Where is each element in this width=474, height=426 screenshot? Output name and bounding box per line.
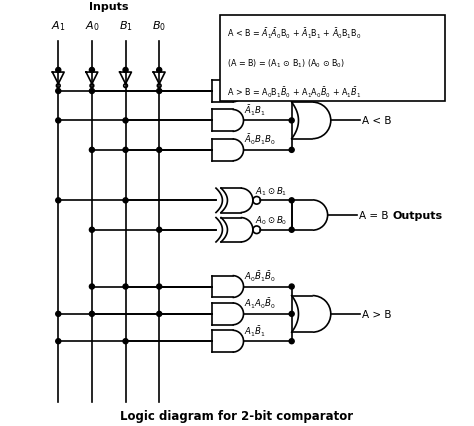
Circle shape [123, 199, 128, 203]
Circle shape [123, 68, 128, 73]
Text: $\bar{A}_1B_1$: $\bar{A}_1B_1$ [245, 104, 266, 118]
Text: $A_1A_0\bar{B}_0$: $A_1A_0\bar{B}_0$ [245, 296, 276, 311]
Circle shape [56, 199, 61, 203]
Circle shape [90, 227, 94, 233]
Text: $A_0$: $A_0$ [85, 19, 99, 33]
Circle shape [90, 148, 94, 153]
Circle shape [289, 339, 294, 344]
Text: Inputs: Inputs [89, 2, 128, 12]
Circle shape [56, 311, 61, 317]
Text: $A_0\bar{B}_1\bar{B}_0$: $A_0\bar{B}_1\bar{B}_0$ [245, 269, 276, 283]
Circle shape [56, 68, 61, 73]
Circle shape [289, 89, 294, 94]
Circle shape [157, 148, 162, 153]
Circle shape [90, 68, 94, 73]
Text: $A_1 \odot B_1$: $A_1 \odot B_1$ [255, 185, 288, 198]
Circle shape [157, 311, 162, 317]
Text: $B_1$: $B_1$ [118, 19, 133, 33]
Text: $\bar{A}_1\bar{A}_0B_0$: $\bar{A}_1\bar{A}_0B_0$ [245, 74, 276, 89]
Circle shape [90, 284, 94, 289]
Circle shape [56, 89, 61, 94]
Circle shape [123, 284, 128, 289]
Circle shape [90, 89, 94, 94]
Text: Outputs: Outputs [393, 210, 443, 221]
Text: A > B: A > B [362, 309, 392, 319]
Text: $A_1$: $A_1$ [51, 19, 65, 33]
Text: Logic diagram for 2-bit comparator: Logic diagram for 2-bit comparator [120, 409, 354, 422]
Circle shape [157, 68, 162, 73]
Text: A > B = A$_0$B$_1$$\bar{B}_0$ + A$_1$A$_0$$\bar{B}_0$ + A$_1$$\bar{B}_1$: A > B = A$_0$B$_1$$\bar{B}_0$ + A$_1$A$_… [228, 86, 362, 100]
Text: A = B: A = B [359, 210, 389, 221]
Circle shape [123, 339, 128, 344]
Text: A < B: A < B [362, 116, 392, 126]
Circle shape [123, 148, 128, 153]
Circle shape [90, 311, 94, 317]
Text: (A = B) = (A$_1$ $\odot$ B$_1$) (A$_0$ $\odot$ B$_0$): (A = B) = (A$_1$ $\odot$ B$_1$) (A$_0$ $… [228, 58, 346, 70]
Text: $B_0$: $B_0$ [152, 19, 166, 33]
Text: A < B = $\bar{A}_1$$\bar{A}_0$B$_0$ + $\bar{A}_1$B$_1$ + $\bar{A}_0$B$_1$B$_0$: A < B = $\bar{A}_1$$\bar{A}_0$B$_0$ + $\… [228, 27, 362, 41]
Circle shape [289, 284, 294, 289]
FancyBboxPatch shape [220, 16, 445, 102]
Circle shape [157, 284, 162, 289]
Circle shape [157, 227, 162, 233]
Circle shape [56, 339, 61, 344]
Text: $\bar{A}_0B_1B_0$: $\bar{A}_0B_1B_0$ [245, 133, 276, 147]
Circle shape [289, 227, 294, 233]
Text: $A_1\bar{B}_1$: $A_1\bar{B}_1$ [245, 324, 266, 338]
Circle shape [56, 118, 61, 124]
Circle shape [157, 89, 162, 94]
Circle shape [289, 118, 294, 124]
Circle shape [123, 118, 128, 124]
Text: $A_0 \odot B_0$: $A_0 \odot B_0$ [255, 214, 288, 227]
Circle shape [289, 199, 294, 203]
Circle shape [289, 311, 294, 317]
Circle shape [289, 148, 294, 153]
